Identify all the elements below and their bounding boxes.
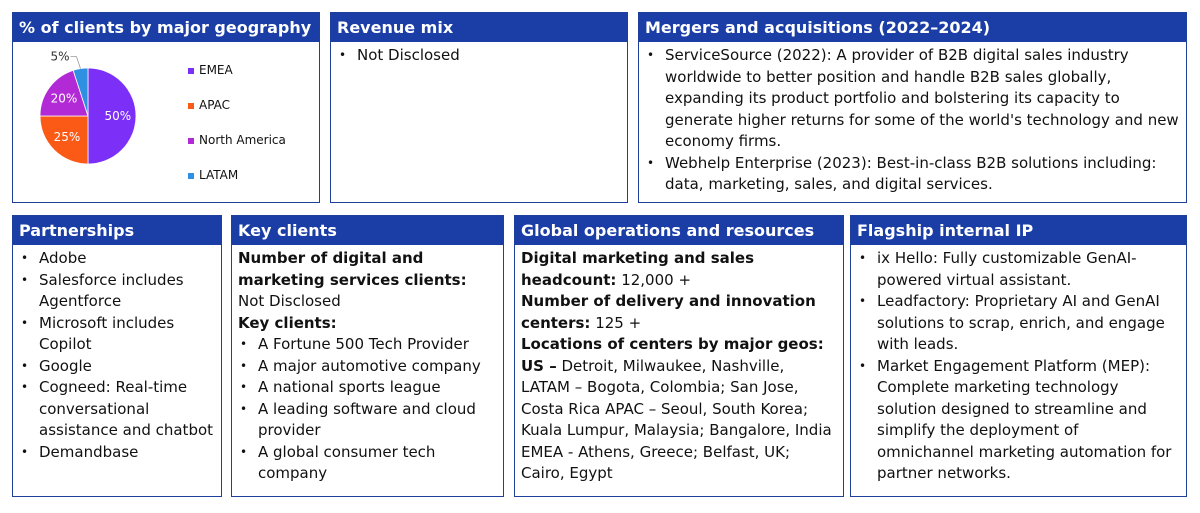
legend-item: LATAM xyxy=(188,168,238,182)
legend-swatch xyxy=(188,172,194,179)
flagship-ip-item: ix Hello: Fully customizable GenAI-power… xyxy=(853,248,1180,291)
partnership-item: Microsoft includes Copilot xyxy=(15,313,215,356)
legend-label: APAC xyxy=(199,98,231,112)
locations-line: Locations of centers by major geos: US –… xyxy=(521,334,837,485)
centers-line: Number of delivery and innovation center… xyxy=(521,291,837,334)
centers-label: Number of delivery and innovation center… xyxy=(521,292,816,332)
clients-count-value: Not Disclosed xyxy=(238,292,341,310)
partnership-item: Demandbase xyxy=(15,442,215,464)
revenue-mix-panel: Revenue mix Not Disclosed xyxy=(330,12,628,203)
pie-slice-north-america xyxy=(39,69,89,117)
legend-label: LATAM xyxy=(199,168,239,182)
headcount-line: Digital marketing and sales headcount: 1… xyxy=(521,248,837,291)
revenue-mix-item: Not Disclosed xyxy=(333,45,621,67)
legend-label: EMEA xyxy=(199,63,233,77)
key-clients-label: Key clients: xyxy=(238,313,337,332)
legend-label: North America xyxy=(199,133,286,147)
partnerships-panel: Partnerships Adobe Salesforce includes A… xyxy=(12,215,222,497)
mergers-panel: Mergers and acquisitions (2022–2024) Ser… xyxy=(638,12,1187,203)
legend-item: North America xyxy=(188,133,286,147)
partnership-item: Google xyxy=(15,356,215,378)
headcount-value: 12,000 + xyxy=(616,270,692,289)
revenue-mix-title: Revenue mix xyxy=(331,13,627,42)
pie-data-label: 20% xyxy=(51,92,78,106)
key-client-item: A global consumer tech company xyxy=(234,442,497,485)
key-clients-title: Key clients xyxy=(232,216,503,245)
key-client-item: A Fortune 500 Tech Provider xyxy=(234,334,497,356)
pie-slice-emea xyxy=(87,67,137,165)
headcount-label: Digital marketing and sales headcount: xyxy=(521,249,755,289)
flagship-ip-item: Market Engagement Platform (MEP): Comple… xyxy=(853,356,1180,485)
key-client-item: A leading software and cloud provider xyxy=(234,399,497,442)
merger-item: Webhelp Enterprise (2023): Best-in-class… xyxy=(641,153,1180,196)
key-client-item: A major automotive company xyxy=(234,356,497,378)
partnership-item: Adobe xyxy=(15,248,215,270)
partnership-item: Salesforce includes Agentforce xyxy=(15,270,215,313)
legend-item: APAC xyxy=(188,98,230,112)
pie-data-label: 25% xyxy=(54,130,81,144)
global-ops-title: Global operations and resources xyxy=(515,216,843,245)
flagship-ip-title: Flagship internal IP xyxy=(851,216,1186,245)
merger-item: ServiceSource (2022): A provider of B2B … xyxy=(641,45,1180,153)
clients-count-label: Number of digital and marketing services… xyxy=(238,249,467,289)
pie-slice-apac xyxy=(39,115,89,165)
legend-swatch xyxy=(188,102,194,109)
geography-title: % of clients by major geography xyxy=(13,13,319,42)
global-ops-panel: Global operations and resources Digital … xyxy=(514,215,844,497)
flagship-ip-item: Leadfactory: Proprietary AI and GenAI so… xyxy=(853,291,1180,356)
geography-pie-chart: 50% 25% 20% 5% xyxy=(39,50,137,165)
geography-panel: % of clients by major geography 50% 25% 20… xyxy=(12,12,320,203)
pie-data-label: 50% xyxy=(104,109,131,123)
centers-value: 125 + xyxy=(590,313,642,332)
partnership-item: Cogneed: Real-time conversational assist… xyxy=(15,377,215,442)
locations-value: Detroit, Milwaukee, Nashville, LATAM – B… xyxy=(521,356,832,483)
legend-swatch xyxy=(188,137,194,144)
partnerships-title: Partnerships xyxy=(13,216,221,245)
legend-item: EMEA xyxy=(188,63,233,77)
locations-label: Locations of centers by major geos: US – xyxy=(521,335,824,375)
key-clients-panel: Key clients Number of digital and market… xyxy=(231,215,504,497)
legend-swatch xyxy=(188,67,194,74)
mergers-title: Mergers and acquisitions (2022–2024) xyxy=(639,13,1186,42)
pie-data-label: 5% xyxy=(50,50,69,64)
pie-leader-line xyxy=(70,56,81,69)
key-client-item: A national sports league xyxy=(234,377,497,399)
flagship-ip-panel: Flagship internal IP ix Hello: Fully cus… xyxy=(850,215,1187,497)
